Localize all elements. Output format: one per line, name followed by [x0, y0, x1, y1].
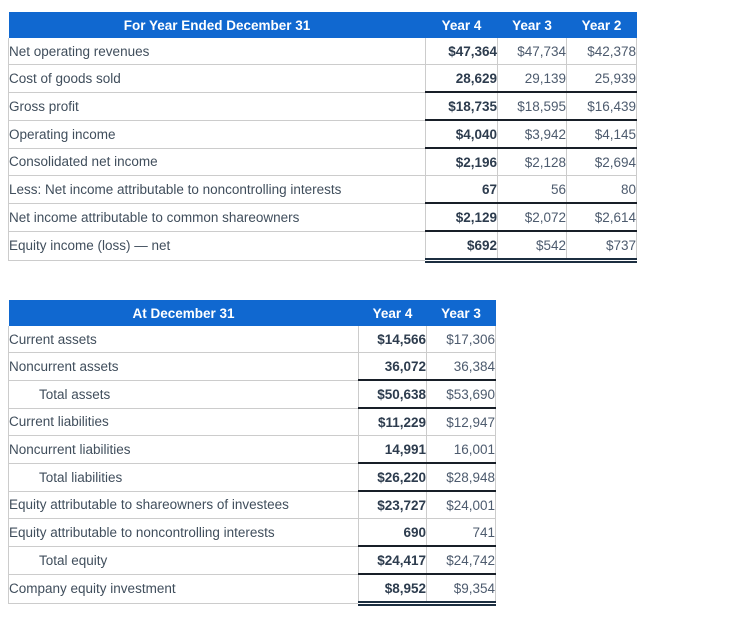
- row-label: Company equity investment: [8, 574, 359, 604]
- row-label: Cost of goods sold: [8, 64, 426, 93]
- table-row: Total liabilities $26,220 $28,948: [8, 463, 496, 492]
- table-row: Company equity investment $8,952 $9,354: [8, 574, 496, 606]
- cell-value: 36,072: [358, 352, 427, 381]
- row-label: Current liabilities: [8, 408, 359, 436]
- cell-value: $18,735: [425, 92, 498, 121]
- table-row: Current liabilities $11,229 $12,947: [8, 408, 496, 436]
- cell-value: $16,439: [566, 92, 637, 121]
- column-header: Year 4: [358, 300, 427, 326]
- cell-value: $737: [566, 231, 637, 263]
- cell-value: $28,948: [426, 463, 496, 492]
- column-header: Year 3: [497, 12, 567, 38]
- column-header: Year 4: [425, 12, 498, 38]
- cell-value: 56: [497, 175, 567, 204]
- cell-value: $2,072: [497, 203, 567, 232]
- table-row: Less: Net income attributable to noncont…: [8, 175, 637, 204]
- cell-value: 690: [358, 518, 427, 547]
- table-row: Equity income (loss) — net $692 $542 $737: [8, 231, 637, 263]
- cell-value: $23,727: [358, 491, 427, 519]
- cell-value: 14,991: [358, 435, 427, 464]
- row-label: Net operating revenues: [8, 38, 426, 65]
- cell-value: 29,139: [497, 64, 567, 93]
- row-label: Total liabilities: [8, 463, 359, 492]
- row-label: Operating income: [8, 120, 426, 149]
- cell-value: $2,694: [566, 148, 637, 176]
- column-header: Year 2: [566, 12, 637, 38]
- row-label: Less: Net income attributable to noncont…: [8, 175, 426, 204]
- cell-value: 67: [425, 175, 498, 204]
- table-header-row: At December 31 Year 4 Year 3: [8, 300, 496, 326]
- cell-value: $542: [497, 231, 567, 263]
- income-statement-table: For Year Ended December 31 Year 4 Year 3 Ye…: [8, 12, 637, 263]
- table-row: Gross profit $18,735 $18,595 $16,439: [8, 92, 637, 121]
- cell-value: 16,001: [426, 435, 496, 464]
- table-row: Cost of goods sold 28,629 29,139 25,939: [8, 64, 637, 93]
- cell-value: 25,939: [566, 64, 637, 93]
- cell-value: 28,629: [425, 64, 498, 93]
- table-row: Net income attributable to common shareo…: [8, 203, 637, 232]
- table-row: Total assets $50,638 $53,690: [8, 380, 496, 409]
- table-title: For Year Ended December 31: [8, 12, 426, 38]
- row-label: Equity attributable to noncontrolling in…: [8, 518, 359, 547]
- cell-value: $24,742: [426, 546, 496, 575]
- cell-value: $11,229: [358, 408, 427, 436]
- cell-value: $14,566: [358, 326, 427, 353]
- cell-value: $18,595: [497, 92, 567, 121]
- balance-sheet-table: At December 31 Year 4 Year 3 Current assets…: [8, 300, 496, 606]
- cell-value: $2,196: [425, 148, 498, 176]
- cell-value: $8,952: [358, 574, 427, 606]
- table-row: Noncurrent liabilities 14,991 16,001: [8, 435, 496, 464]
- cell-value: $2,128: [497, 148, 567, 176]
- row-label: Consolidated net income: [8, 148, 426, 176]
- cell-value: $2,614: [566, 203, 637, 232]
- cell-value: $12,947: [426, 408, 496, 436]
- row-label: Equity attributable to shareowners of in…: [8, 491, 359, 519]
- table-row: Noncurrent assets 36,072 36,384: [8, 352, 496, 381]
- table-row: Equity attributable to shareowners of in…: [8, 491, 496, 519]
- cell-value: $17,306: [426, 326, 496, 353]
- cell-value: 741: [426, 518, 496, 547]
- table-row: Current assets $14,566 $17,306: [8, 326, 496, 353]
- row-label: Noncurrent assets: [8, 352, 359, 381]
- cell-value: $9,354: [426, 574, 496, 606]
- column-header: Year 3: [426, 300, 496, 326]
- cell-value: $50,638: [358, 380, 427, 409]
- row-label: Current assets: [8, 326, 359, 353]
- row-label: Equity income (loss) — net: [8, 231, 426, 261]
- table-header-row: For Year Ended December 31 Year 4 Year 3 Ye…: [8, 12, 637, 38]
- financial-tables: For Year Ended December 31 Year 4 Year 3 Ye…: [8, 12, 637, 643]
- cell-value: $3,942: [497, 120, 567, 149]
- cell-value: $53,690: [426, 380, 496, 409]
- row-label: Total equity: [8, 546, 359, 575]
- cell-value: $2,129: [425, 203, 498, 232]
- table-row: Operating income $4,040 $3,942 $4,145: [8, 120, 637, 149]
- cell-value: $42,378: [566, 38, 637, 65]
- row-label: Noncurrent liabilities: [8, 435, 359, 464]
- cell-value: $4,040: [425, 120, 498, 149]
- table-row: Consolidated net income $2,196 $2,128 $2,69…: [8, 148, 637, 176]
- cell-value: 36,384: [426, 352, 496, 381]
- table-row: Equity attributable to noncontrolling in…: [8, 518, 496, 547]
- cell-value: $24,001: [426, 491, 496, 519]
- cell-value: $47,734: [497, 38, 567, 65]
- cell-value: $24,417: [358, 546, 427, 575]
- table-title: At December 31: [8, 300, 359, 326]
- table-row: Total equity $24,417 $24,742: [8, 546, 496, 575]
- cell-value: $47,364: [425, 38, 498, 65]
- cell-value: $26,220: [358, 463, 427, 492]
- row-label: Net income attributable to common shareo…: [8, 203, 426, 232]
- cell-value: $692: [425, 231, 498, 263]
- cell-value: 80: [566, 175, 637, 204]
- row-label: Gross profit: [8, 92, 426, 121]
- row-label: Total assets: [8, 380, 359, 409]
- cell-value: $4,145: [566, 120, 637, 149]
- table-row: Net operating revenues $47,364 $47,734 $42,…: [8, 38, 637, 65]
